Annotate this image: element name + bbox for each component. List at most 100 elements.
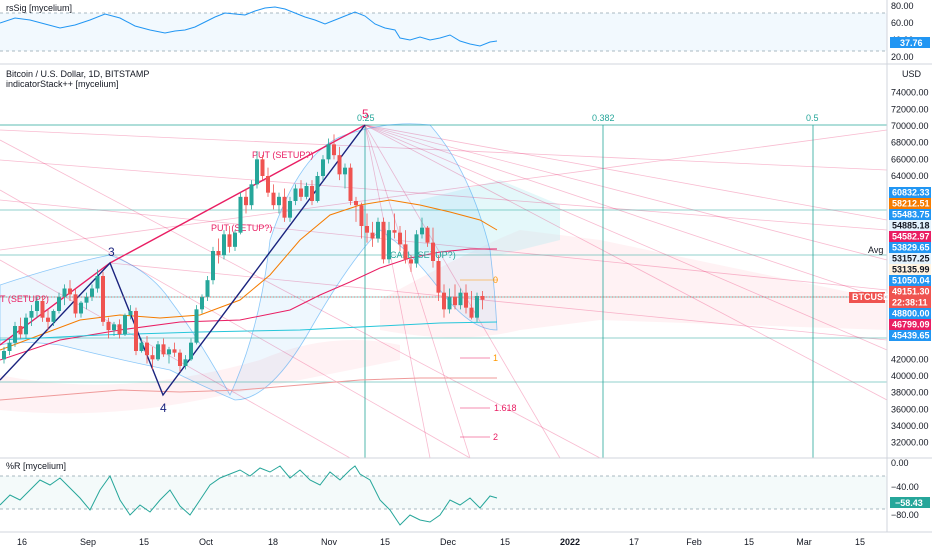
price-tag — [889, 264, 931, 275]
fan-line — [364, 124, 561, 459]
price-tag — [889, 319, 931, 330]
price-tick: 64000.00 — [891, 171, 929, 181]
price-tag-text: 53829.65 — [892, 243, 930, 253]
candle-body — [321, 159, 325, 176]
rsi-title: rsSig [mycelium] — [6, 3, 72, 13]
candle-body — [95, 276, 100, 289]
candle-body — [266, 176, 270, 193]
candle-body — [354, 201, 358, 206]
candle-body — [172, 349, 177, 353]
candle-body — [271, 192, 276, 206]
price-tick: 68000.00 — [891, 138, 929, 148]
price-tag — [849, 292, 885, 303]
price-tag — [889, 253, 931, 264]
wr-panel: %R [mycelium] — [0, 461, 887, 526]
candle-body — [359, 205, 364, 226]
wave-5-label: 5 — [362, 107, 369, 121]
price-tag-text: BTCUSD — [852, 292, 890, 302]
price-tag — [889, 220, 931, 231]
time-tick: 15 — [380, 537, 390, 547]
rsi-tick-60: 60.00 — [891, 18, 914, 28]
candle-body — [464, 292, 468, 308]
price-tag-text: 54582.97 — [892, 232, 930, 242]
candle-body — [200, 296, 204, 310]
price-tick: 40000.00 — [891, 371, 929, 381]
candle-body — [145, 342, 149, 356]
fan-line — [109, 262, 888, 341]
price-tag-text: 53157.25 — [892, 254, 930, 264]
candle-body — [183, 359, 188, 366]
candle-body — [442, 292, 446, 310]
wr-tick-40: −40.00 — [891, 482, 919, 492]
candle-body — [189, 342, 193, 360]
main-panel: 0.25 0.382 0.5 3 4 5 PUT (SETUP?) PUT (S… — [0, 69, 888, 459]
wr-tick-80: −80.00 — [891, 510, 919, 520]
candle-body — [277, 196, 281, 206]
fib-ext-1: 1 — [493, 353, 498, 363]
candle-body — [161, 344, 166, 355]
candle-body — [117, 324, 122, 335]
candle-body — [249, 184, 254, 206]
setup-label: CALL (SETUP?) — [390, 250, 456, 260]
time-tick: 16 — [17, 537, 27, 547]
fan-line — [0, 139, 601, 459]
price-tag-text: 46799.09 — [892, 320, 930, 330]
currency-label: USD — [902, 69, 922, 79]
candle-body — [403, 244, 408, 260]
candle-body — [282, 196, 287, 218]
candle-body — [18, 326, 23, 335]
candle-body — [2, 351, 6, 360]
wave-4-label: 4 — [160, 401, 167, 415]
price-axis[interactable]: 80.00 60.00 40.00 20.00 37.76 USD 74000.… — [849, 1, 931, 520]
fan-line — [0, 189, 471, 459]
candle-body — [134, 311, 138, 351]
price-tag-text: 48800.00 — [892, 309, 930, 319]
candle-body — [332, 144, 336, 156]
price-tag-text: 22:38:11 — [892, 298, 928, 308]
fan-line — [0, 259, 351, 459]
candle-body — [376, 221, 380, 239]
symbol-title: Bitcoin / U.S. Dollar, 1D, BITSTAMP — [6, 69, 149, 79]
fib-time-0382: 0.382 — [592, 113, 615, 123]
price-tag-text: 49151.30 — [892, 287, 930, 297]
time-axis[interactable]: 16 Sep 15 Oct 18 Nov 15 Dec 15 2022 17 Feb 15 Mar 15 — [17, 537, 865, 547]
time-tick: Mar — [796, 537, 812, 547]
fib-ext-2: 2 — [493, 432, 498, 442]
candle-body — [24, 317, 28, 335]
candle-body — [304, 186, 309, 197]
fan-line — [364, 124, 888, 351]
candle-body — [414, 234, 419, 264]
fib-time-025: 0.25 — [357, 113, 375, 123]
wr-tick-0: 0.00 — [891, 458, 909, 468]
fan-line — [364, 124, 471, 459]
candle-body — [458, 292, 463, 306]
time-tick: Nov — [321, 537, 338, 547]
time-tick: Sep — [80, 537, 96, 547]
candle-body — [381, 221, 386, 260]
fan-line — [0, 159, 888, 231]
price-tick: 34000.00 — [891, 421, 929, 431]
candle-body — [469, 307, 474, 318]
price-tag — [889, 330, 931, 341]
price-tick: 38000.00 — [891, 388, 929, 398]
candle-body — [112, 324, 116, 331]
candle-body — [326, 144, 331, 160]
candle-body — [398, 232, 402, 245]
candle-body — [139, 342, 144, 351]
candle-body — [288, 201, 292, 218]
candle-body — [255, 159, 259, 185]
price-tick: 36000.00 — [891, 404, 929, 414]
candle-body — [365, 226, 369, 233]
time-tick: 15 — [744, 537, 754, 547]
candle-body — [167, 349, 171, 355]
price-tick: 32000.00 — [891, 438, 929, 448]
candle-body — [13, 326, 17, 343]
candle-body — [475, 296, 479, 318]
time-tick: 15 — [855, 537, 865, 547]
candle-body — [453, 296, 457, 306]
time-tick: Oct — [199, 537, 214, 547]
candle-body — [106, 321, 111, 331]
candle-body — [46, 317, 50, 322]
candle-body — [436, 261, 441, 293]
